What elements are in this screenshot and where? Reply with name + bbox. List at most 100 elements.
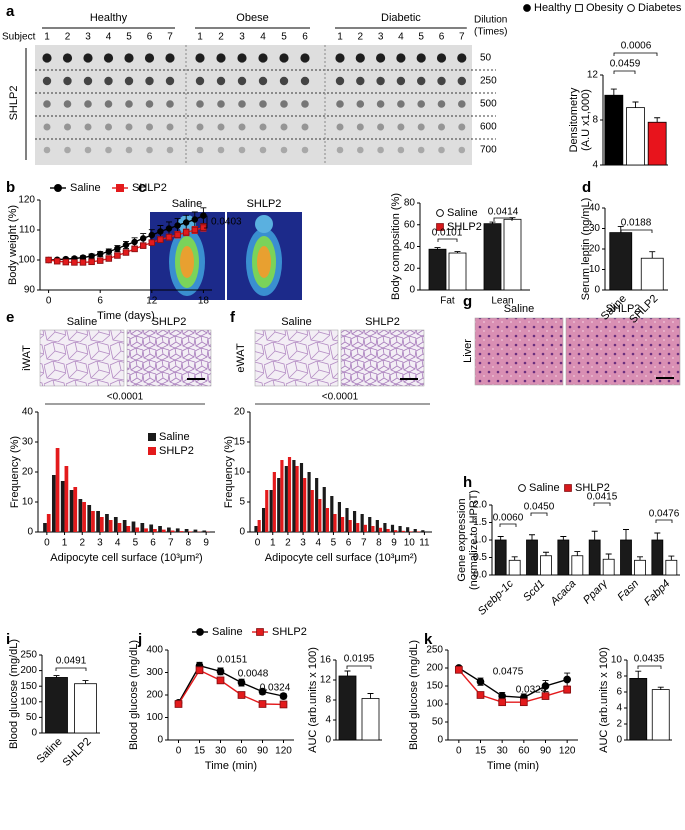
bar (135, 527, 140, 532)
bar (651, 539, 664, 576)
p-value: 0.0435 (634, 654, 665, 665)
data-point (519, 698, 528, 707)
bar (122, 520, 127, 532)
blot-dot (166, 123, 174, 131)
bar (287, 457, 292, 532)
y-tick-label: 100 (20, 696, 37, 707)
blot-dot (217, 146, 225, 154)
x-tick-label: 3 (300, 538, 306, 549)
y-tick-label: 30 (589, 223, 601, 234)
blot-dot (125, 146, 133, 154)
panel-label: e (6, 309, 14, 326)
bar (390, 524, 395, 532)
y-tick-label: 250 (426, 645, 443, 656)
x-tick-label: 120 (275, 746, 292, 757)
x-tick-label: Acaca (548, 578, 579, 609)
blot-dot (300, 76, 310, 86)
bar (315, 478, 319, 532)
panel-label: d (582, 179, 591, 196)
x-tick-label: 12 (146, 296, 158, 307)
bar (144, 528, 148, 532)
y-tick-label: 8 (616, 671, 622, 682)
panel-label: j (137, 631, 142, 648)
x-tick-label: 60 (518, 746, 530, 757)
y-tick-label: 20 (589, 244, 601, 255)
y-tick-label: 0 (437, 735, 443, 746)
blot-dot (238, 100, 246, 108)
x-tick-label: 6 (346, 538, 352, 549)
y-tick-label: 15 (234, 437, 246, 448)
bar (131, 521, 136, 532)
subject-number: 2 (65, 32, 71, 43)
bar (82, 502, 86, 532)
blot-dot (237, 53, 247, 63)
bar (360, 514, 364, 532)
y-tick-label: 50 (26, 712, 38, 723)
bar (43, 523, 47, 532)
error-bar (434, 247, 441, 250)
protein-label: SHLP2 (8, 86, 20, 121)
y-tick-label: 1.0 (473, 535, 487, 546)
y-tick-label: 0.0 (473, 570, 487, 581)
bar (193, 529, 198, 532)
legend-marker (436, 223, 444, 231)
error-bar (654, 532, 661, 540)
bar (401, 530, 405, 532)
x-tick-label: 60 (236, 746, 248, 757)
data-point (216, 676, 225, 685)
bar (188, 531, 193, 532)
p-value: 0.0459 (610, 59, 641, 70)
y-tick-label: 0 (157, 735, 163, 746)
blot-dot (42, 53, 52, 63)
bar (269, 490, 273, 532)
blot-dot (62, 53, 73, 63)
y-tick-label: 20 (234, 407, 246, 418)
significance-bracket (613, 70, 636, 74)
data-point (122, 249, 130, 256)
data-point (182, 229, 190, 236)
data-point (79, 259, 87, 266)
data-point (105, 255, 113, 262)
y-axis-label: (normalize to HPRT) (468, 490, 480, 590)
x-tick-label: Scd1 (521, 578, 547, 604)
y-tick-label: 50 (432, 717, 444, 728)
blot-dot (105, 123, 112, 131)
bar (272, 472, 276, 532)
bar (651, 689, 670, 741)
bar (330, 496, 334, 532)
x-tick-label: Fabp4 (642, 578, 673, 609)
x-tick-label: 2 (285, 538, 291, 549)
data-point (174, 700, 183, 708)
legend-label: SHLP2 (575, 482, 610, 494)
blot-dot (43, 146, 51, 154)
micrograph (254, 329, 339, 387)
blot-dot (417, 146, 425, 154)
p-value: 0.0324 (516, 685, 547, 696)
bar (375, 520, 379, 532)
x-tick-label: Lean (491, 296, 513, 307)
bar (113, 517, 118, 532)
blot-dot (396, 53, 406, 63)
blot-dot (196, 146, 204, 154)
y-tick-label: 1.5 (473, 517, 487, 528)
subject-number: 6 (439, 32, 445, 43)
bar (105, 514, 109, 532)
y-tick-label: 10 (589, 264, 601, 275)
y-tick-label: 10 (234, 467, 246, 478)
bar (284, 466, 288, 532)
blot-dot (195, 76, 205, 86)
x-tick-label: 30 (497, 746, 509, 757)
bar (64, 466, 69, 532)
y-tick-label: 200 (146, 690, 163, 701)
blot-dot (146, 146, 153, 154)
legend-label: Saline (447, 207, 478, 219)
blot-dot (438, 123, 445, 131)
p-value: <0.0001 (107, 392, 144, 403)
y-tick-label: 12 (320, 675, 332, 686)
bar (626, 107, 645, 166)
legend-label: SHLP2 (272, 626, 307, 638)
x-tick-label: 120 (559, 746, 576, 757)
blot-dot (355, 53, 365, 63)
y-tick-label: 400 (146, 645, 163, 656)
y-axis-label: (A.U x1,000) (580, 89, 592, 151)
